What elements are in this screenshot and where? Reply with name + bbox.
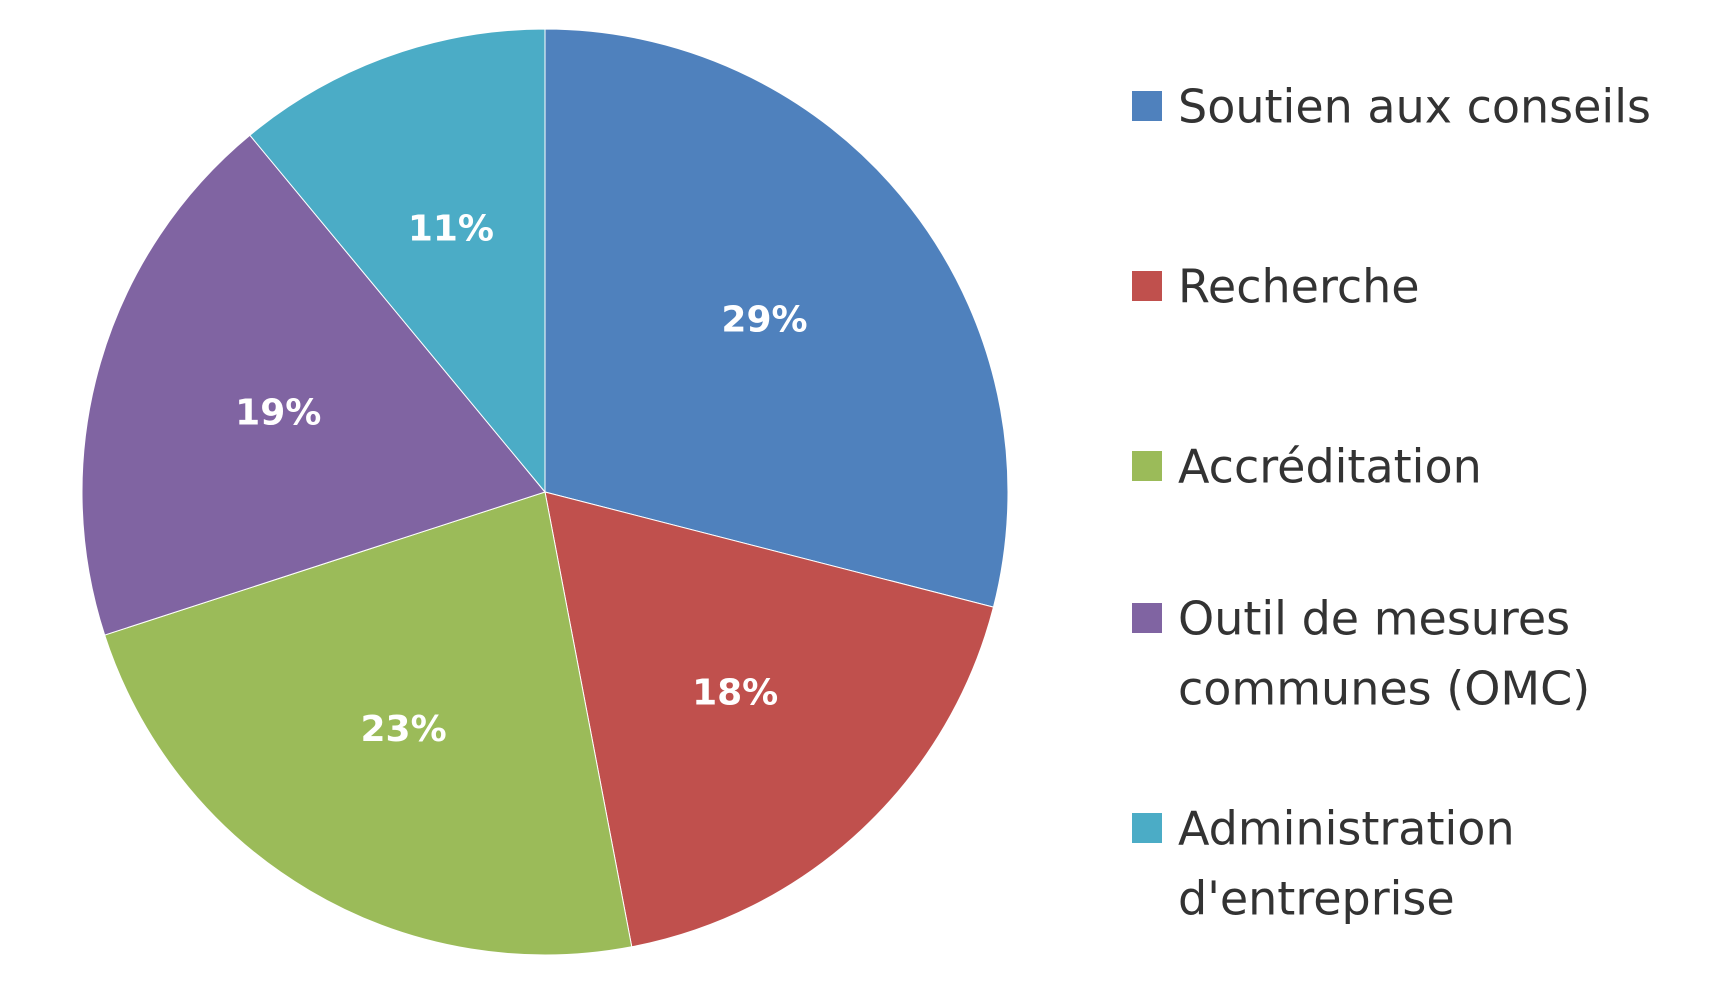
pie-slice-recherche (544, 491, 995, 948)
legend-label-outil-de-mesures-communes-omc-line-2: communes (OMC) (1178, 662, 1590, 716)
legend-label-soutien-aux-conseils: Soutien aux conseils (1178, 80, 1651, 134)
pie-slice-soutien-aux-conseils (544, 28, 1009, 608)
slice-value-label-recherche: 18% (692, 673, 778, 714)
legend-label-outil-de-mesures-communes-omc-line-1: Outil de mesures (1178, 592, 1570, 646)
legend-swatch-accreditation (1132, 451, 1162, 481)
pie-slice-labels: 29% 18% 23% 19% 11% (235, 209, 807, 750)
legend-swatch-administration-d-entreprise (1132, 813, 1162, 843)
legend-label-recherche: Recherche (1178, 260, 1420, 314)
legend-swatch-soutien-aux-conseils (1132, 91, 1162, 121)
legend-swatch-recherche (1132, 271, 1162, 301)
slice-value-label-accreditation: 23% (361, 709, 447, 750)
pie-slice-outil-de-mesures-communes-omc (81, 134, 546, 636)
slice-value-label-soutien-aux-conseils: 29% (721, 300, 807, 341)
slice-value-label-administration-d-entreprise: 11% (408, 209, 494, 250)
legend: Soutien aux conseils Recherche Accréditati… (1132, 80, 1651, 926)
legend-label-administration-d-entreprise-line-1: Administration (1178, 802, 1515, 856)
slice-value-label-outil-de-mesures-communes-omc: 19% (235, 393, 321, 434)
legend-label-administration-d-entreprise-line-2: d'entreprise (1178, 872, 1455, 926)
legend-swatch-outil-de-mesures-communes-omc (1132, 603, 1162, 633)
legend-label-accreditation: Accréditation (1178, 440, 1482, 494)
pie-slices (81, 28, 1009, 956)
pie-slice-administration-d-entreprise (249, 28, 546, 494)
pie-slice-accreditation (104, 491, 633, 956)
